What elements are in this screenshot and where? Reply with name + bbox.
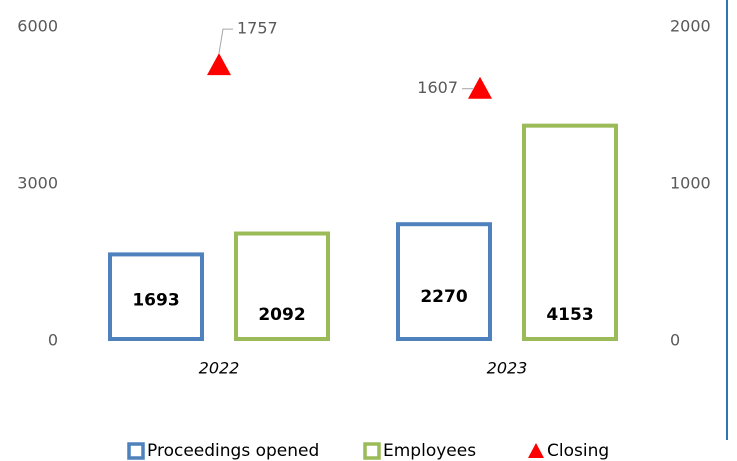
bar (108, 252, 204, 342)
y2-tick-label: 2000 (670, 17, 711, 36)
data-label: 2270 (420, 287, 467, 307)
bar (522, 123, 618, 341)
y-tick-label: 6000 (17, 17, 58, 36)
data-label: 1607 (417, 78, 458, 97)
triangle-marker (468, 76, 492, 99)
y-tick-label: 3000 (17, 174, 58, 193)
legend-label: Employees (383, 441, 476, 461)
legend-swatch (363, 442, 381, 460)
bar (234, 231, 330, 341)
data-label: 1693 (132, 290, 179, 310)
triangle-marker (207, 53, 231, 76)
legend-label: Proceedings opened (147, 441, 319, 461)
legend-swatch (528, 443, 544, 458)
leader-line (218, 28, 233, 54)
data-label: 2092 (258, 305, 305, 325)
legend-label: Closing (547, 441, 609, 461)
x-tick-label: 2023 (487, 359, 528, 378)
y2-tick-label: 0 (670, 331, 680, 350)
legend-swatch (127, 442, 145, 460)
y2-tick-label: 1000 (670, 174, 711, 193)
data-label: 1757 (237, 19, 278, 38)
x-tick-label: 2022 (199, 359, 240, 378)
bar (396, 222, 492, 342)
data-label: 4153 (546, 305, 593, 325)
y-tick-label: 0 (48, 331, 58, 350)
